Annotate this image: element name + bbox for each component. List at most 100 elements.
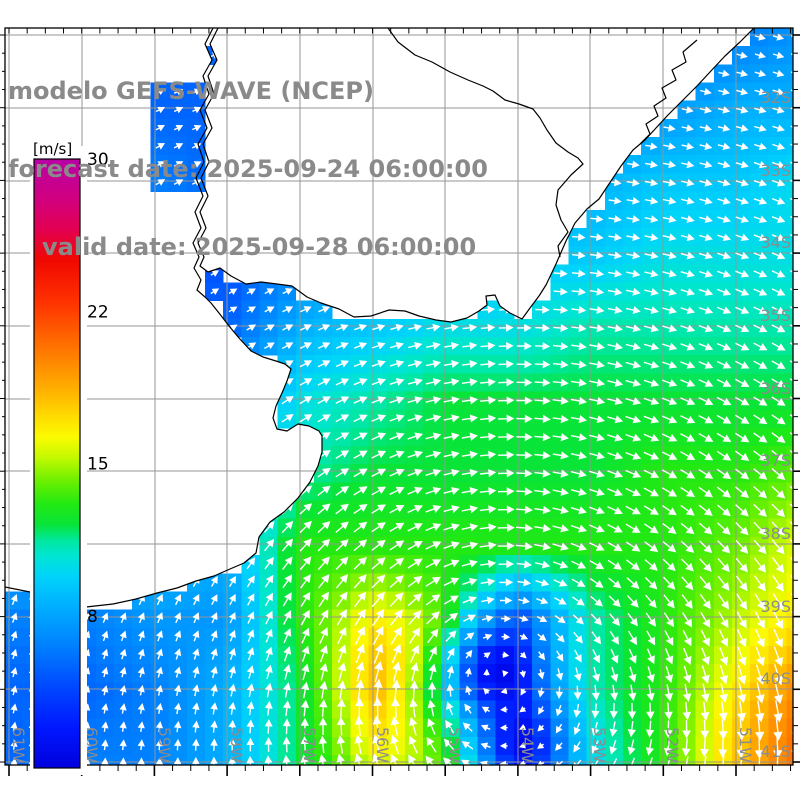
wind-arrow: [479, 541, 497, 550]
wind-arrow: [319, 681, 328, 699]
wave-cell: [786, 427, 793, 447]
wind-arrow: [771, 467, 786, 481]
wind-arrow: [516, 378, 533, 387]
wind-arrow: [789, 503, 793, 508]
wind-arrow: [790, 557, 793, 562]
wind-arrow: [772, 557, 785, 574]
wind-arrow: [644, 197, 659, 205]
wind-arrow: [283, 628, 292, 644]
wind-arrow: [446, 665, 455, 679]
wind-arrow: [155, 88, 166, 96]
wind-arrow: [461, 559, 478, 568]
wind-arrow: [646, 702, 655, 720]
wind-arrow: [228, 629, 236, 642]
wind-arrow: [555, 668, 564, 681]
colorbar-tick-label: 8: [87, 607, 98, 627]
wind-arrow: [644, 269, 659, 278]
wind-arrow: [283, 610, 292, 625]
wind-arrow: [210, 756, 218, 765]
wind-arrow: [299, 414, 313, 423]
wind-arrow: [301, 681, 310, 699]
wind-arrow: [426, 611, 440, 625]
wind-arrow: [626, 215, 641, 223]
wind-arrow: [443, 414, 460, 423]
wind-arrow: [317, 396, 331, 405]
wind-arrow: [425, 505, 442, 513]
wind-arrow: [662, 558, 676, 572]
wind-arrow: [662, 576, 676, 590]
wave-cell: [477, 755, 497, 765]
wind-arrow: [643, 360, 660, 369]
wind-arrow: [516, 505, 533, 514]
coastline-argentina: [5, 28, 323, 608]
wind-arrow: [318, 609, 329, 626]
wind-arrow: [534, 469, 551, 478]
wind-arrow: [698, 522, 713, 535]
wind-arrow: [407, 359, 423, 368]
wind-arrow: [317, 485, 331, 496]
wind-arrow: [698, 251, 714, 260]
wind-arrow: [246, 557, 256, 570]
wind-arrow: [192, 124, 202, 132]
wind-arrow: [410, 644, 420, 663]
wind-arrow: [371, 504, 386, 514]
wind-arrow: [371, 557, 386, 570]
wind-arrow: [446, 701, 454, 716]
wind-arrow: [555, 704, 563, 717]
forecast-date: forecast date: 2025-09-24 06:00:00: [8, 155, 488, 183]
wind-arrow: [407, 450, 424, 459]
wind-arrow: [740, 754, 743, 765]
wind-arrow: [754, 51, 767, 59]
wind-arrow: [607, 559, 623, 570]
wind-arrow: [480, 305, 496, 314]
wind-arrow: [754, 718, 765, 741]
wind-arrow: [101, 630, 109, 642]
wind-arrow: [499, 724, 508, 732]
wind-arrow: [461, 741, 474, 750]
wind-arrow: [573, 703, 582, 718]
wind-arrow: [736, 69, 749, 78]
wind-arrow: [427, 628, 439, 644]
wind-arrow: [573, 722, 581, 736]
wind-arrow: [680, 306, 696, 314]
wind-arrow: [771, 306, 786, 314]
wind-arrow: [607, 378, 624, 387]
wind-arrow: [734, 360, 750, 369]
wind-arrow: [335, 450, 350, 459]
wind-arrow: [628, 648, 637, 664]
wind-arrow: [155, 125, 166, 132]
wind-arrow: [607, 360, 624, 369]
wind-arrow: [754, 124, 767, 132]
wind-arrow: [101, 721, 109, 732]
wind-arrow: [516, 432, 533, 442]
wind-arrow: [498, 469, 515, 478]
wind-arrow: [699, 160, 713, 169]
wind-arrow: [246, 755, 255, 765]
wind-arrow: [554, 615, 566, 624]
wind-arrow: [317, 556, 330, 571]
wind-arrow: [753, 432, 768, 443]
wind-arrow: [264, 342, 275, 350]
wind-arrow: [174, 648, 182, 660]
wind-arrow: [480, 724, 491, 732]
wind-arrow: [552, 487, 569, 496]
wind-arrow: [680, 233, 695, 242]
wind-arrow: [735, 557, 748, 573]
wind-arrow: [771, 450, 786, 462]
wind-arrow: [662, 251, 677, 260]
wind-arrow: [337, 680, 347, 700]
wind-arrow: [607, 470, 624, 478]
wind-arrow: [625, 415, 642, 424]
wind-arrow: [771, 179, 786, 187]
lat-label: 36S: [760, 379, 791, 398]
wind-arrow: [497, 541, 515, 551]
wind-arrow: [771, 396, 786, 406]
wind-arrow: [734, 450, 750, 461]
wind-arrow: [789, 396, 793, 400]
wave-cell: [786, 682, 793, 701]
wind-arrow: [210, 288, 220, 295]
wind-arrow: [408, 610, 422, 626]
wind-arrow: [479, 487, 497, 496]
wind-arrow: [407, 414, 424, 423]
